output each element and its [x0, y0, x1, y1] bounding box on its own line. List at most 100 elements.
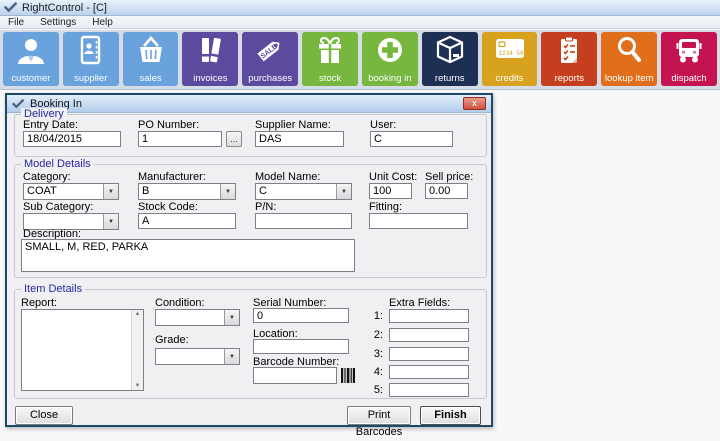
pn-input[interactable]	[255, 213, 352, 229]
entry-date-input[interactable]	[23, 131, 121, 147]
toolbar-dispatch-label: dispatch	[671, 73, 707, 84]
report-scrollbar[interactable]: ▲ ▼	[131, 310, 143, 390]
finish-button[interactable]: Finish	[420, 406, 481, 425]
extra-field-2-input[interactable]	[389, 328, 469, 342]
toolbar-sales[interactable]: sales	[122, 32, 179, 86]
dialog-titlebar[interactable]: Booking In x	[7, 95, 491, 113]
menu-file[interactable]: File	[8, 17, 25, 28]
location-input[interactable]	[253, 339, 349, 354]
box-icon	[436, 35, 463, 64]
extra-field-4-input[interactable]	[389, 365, 469, 379]
report-label: Report:	[21, 297, 58, 309]
extra-field-5-input[interactable]	[389, 383, 469, 397]
model-name-dropdown-arrow-icon[interactable]: ▼	[336, 184, 351, 199]
dialog-title: Booking In	[30, 97, 82, 110]
print-barcodes-button[interactable]: Print Barcodes	[347, 406, 411, 438]
toolbar-credits[interactable]: 1234 567 credits	[481, 32, 538, 86]
sub-category-select[interactable]: ▼	[23, 213, 119, 230]
grade-dropdown-arrow-icon[interactable]: ▼	[224, 349, 239, 364]
supplier-icon	[80, 35, 100, 65]
dialog-logo-icon	[12, 98, 25, 109]
manufacturer-value: B	[142, 185, 150, 197]
delivery-legend: Delivery	[21, 108, 67, 120]
toolbar-lookup-item[interactable]: lookup item	[601, 32, 658, 86]
po-number-input[interactable]	[138, 131, 222, 147]
plus-circle-icon	[377, 38, 402, 62]
toolbar-returns-label: returns	[434, 73, 465, 84]
user-input[interactable]	[370, 131, 453, 147]
category-value: COAT	[27, 185, 57, 197]
toolbar-invoices-label: invoices	[193, 73, 228, 84]
description-textarea[interactable]: SMALL, M, RED, PARKA	[21, 239, 355, 272]
basket-icon	[139, 36, 162, 62]
stock-code-input[interactable]	[138, 213, 236, 229]
model-name-value: C	[259, 185, 267, 197]
delivery-group: Delivery Entry Date: PO Number: ... Supp…	[14, 108, 487, 157]
grade-select[interactable]: ▼	[155, 348, 240, 365]
report-value	[22, 310, 131, 390]
condition-label: Condition:	[155, 297, 205, 309]
toolbar-customer-label: customer	[11, 73, 51, 84]
user-label: User:	[370, 119, 397, 131]
toolbar-reports[interactable]: reports	[541, 32, 598, 86]
sub-category-dropdown-arrow-icon[interactable]: ▼	[103, 214, 118, 229]
toolbar-returns[interactable]: returns	[421, 32, 478, 86]
toolbar-booking-in-label: booking in	[368, 73, 412, 84]
toolbar-purchases[interactable]: SALE purchases	[242, 32, 299, 86]
sub-category-label: Sub Category:	[23, 201, 94, 213]
menu-settings[interactable]: Settings	[40, 17, 77, 28]
report-textarea[interactable]: ▲ ▼	[21, 309, 144, 391]
manufacturer-dropdown-arrow-icon[interactable]: ▼	[220, 184, 235, 199]
grade-label: Grade:	[155, 334, 189, 346]
model-details-legend: Model Details	[21, 158, 94, 170]
category-select[interactable]: COAT ▼	[23, 183, 119, 200]
manufacturer-select[interactable]: B ▼	[138, 183, 236, 200]
books-icon	[202, 37, 222, 63]
card-number-text: 1234 567	[498, 50, 527, 57]
category-dropdown-arrow-icon[interactable]: ▼	[103, 184, 118, 199]
window-titlebar: RightControl - [C]	[0, 0, 720, 16]
close-button[interactable]: Close	[15, 406, 73, 425]
toolbar-credits-label: credits	[495, 73, 524, 84]
category-label: Category:	[23, 171, 71, 183]
unit-cost-label: Unit Cost:	[369, 171, 418, 183]
manufacturer-label: Manufacturer:	[138, 171, 206, 183]
menu-help[interactable]: Help	[92, 17, 113, 28]
description-label: Description:	[23, 228, 82, 240]
supplier-name-input[interactable]	[255, 131, 344, 147]
toolbar-stock[interactable]: stock	[302, 32, 358, 86]
serial-number-label: Serial Number:	[253, 297, 327, 309]
po-number-label: PO Number:	[138, 119, 200, 131]
po-number-browse-button[interactable]: ...	[226, 131, 242, 147]
toolbar-supplier-label: supplier	[74, 73, 108, 84]
toolbar-customer[interactable]: customer	[3, 32, 59, 86]
toolbar-invoices[interactable]: invoices	[182, 32, 239, 86]
serial-number-input[interactable]	[253, 308, 349, 323]
extra-fields-label: Extra Fields:	[389, 297, 451, 309]
condition-dropdown-arrow-icon[interactable]: ▼	[224, 310, 239, 325]
truck-icon	[676, 39, 702, 63]
booking-in-dialog: Booking In x Delivery Entry Date: PO Num…	[5, 93, 493, 438]
toolbar-dispatch[interactable]: dispatch	[661, 32, 717, 86]
extra-field-5-num: 5:	[373, 384, 383, 396]
model-name-select[interactable]: C ▼	[255, 183, 352, 200]
pn-label: P/N:	[255, 201, 277, 213]
credit-card-icon: 1234 567	[495, 39, 527, 58]
toolbar-supplier[interactable]: supplier	[62, 32, 119, 86]
fitting-input[interactable]	[369, 213, 468, 229]
toolbar-purchases-label: purchases	[248, 73, 293, 84]
toolbar-booking-in[interactable]: booking in	[361, 32, 418, 86]
extra-field-3-input[interactable]	[389, 347, 469, 361]
condition-select[interactable]: ▼	[155, 309, 240, 326]
item-details-legend: Item Details	[21, 283, 86, 295]
unit-cost-input[interactable]	[369, 183, 412, 199]
fitting-label: Fitting:	[369, 201, 403, 213]
dialog-close-button[interactable]: x	[463, 97, 486, 110]
location-label: Location:	[253, 328, 298, 340]
stock-code-label: Stock Code:	[138, 201, 198, 213]
model-name-label: Model Name:	[255, 171, 321, 183]
extra-field-1-input[interactable]	[389, 309, 469, 323]
sell-price-input[interactable]	[425, 183, 468, 199]
barcode-number-input[interactable]	[253, 367, 337, 384]
app-logo-icon	[4, 2, 18, 13]
